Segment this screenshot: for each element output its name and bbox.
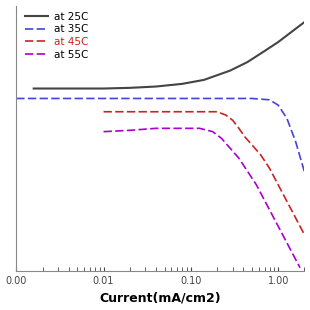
Legend: at 25C, at 35C, at 45C, at 55C: at 25C, at 35C, at 45C, at 55C [24,11,89,61]
X-axis label: Current(mA/cm2): Current(mA/cm2) [100,291,221,304]
